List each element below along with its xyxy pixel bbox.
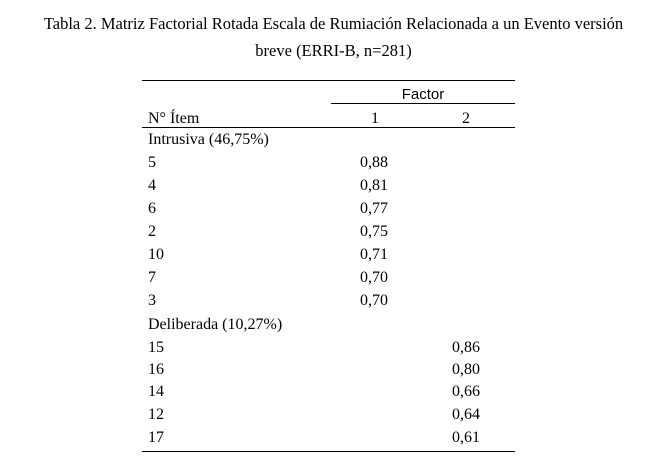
row-factor-2-value: 0,66 [452,383,480,400]
row-factor-1-value: 0,77 [360,200,388,217]
factor-header: Factor [401,86,445,103]
row-factor-2-value: 0,86 [452,339,480,356]
factor-1-header: 1 [371,110,379,127]
row-factor-2-value: 0,64 [452,406,480,423]
row-factor-1-value: 0,75 [360,223,388,240]
row-item: 6 [148,200,156,217]
row-item: 17 [148,429,164,446]
row-item: 4 [148,177,156,194]
group-label-intrusiva: Intrusiva (46,75%) [148,131,269,148]
group-label-deliberada: Deliberada (10,27%) [148,316,283,333]
row-factor-2-value: 0,61 [452,429,480,446]
factor-rule [331,103,515,104]
row-factor-1-value: 0,70 [360,269,388,286]
row-item: 10 [148,246,164,263]
table-caption-line-2: breve (ERRI-B, n=281) [255,41,412,60]
factor-2-header: 2 [462,110,470,127]
table-header-rule [142,127,515,128]
row-factor-2-value: 0,80 [452,361,480,378]
row-factor-1-value: 0,81 [360,177,388,194]
row-item: 2 [148,223,156,240]
table-top-rule [142,80,515,81]
row-item: 15 [148,339,164,356]
row-item: 3 [148,292,156,309]
row-factor-1-value: 0,71 [360,246,388,263]
row-item: 5 [148,154,156,171]
table-bottom-rule [142,451,515,452]
row-item: 16 [148,361,164,378]
row-factor-1-value: 0,88 [360,154,388,171]
row-item: 14 [148,383,164,400]
row-item: 7 [148,269,156,286]
row-item: 12 [148,406,164,423]
item-header: N° Ítem [148,110,200,127]
table-caption-line-1: Tabla 2. Matriz Factorial Rotada Escala … [43,14,624,33]
row-factor-1-value: 0,70 [360,292,388,309]
